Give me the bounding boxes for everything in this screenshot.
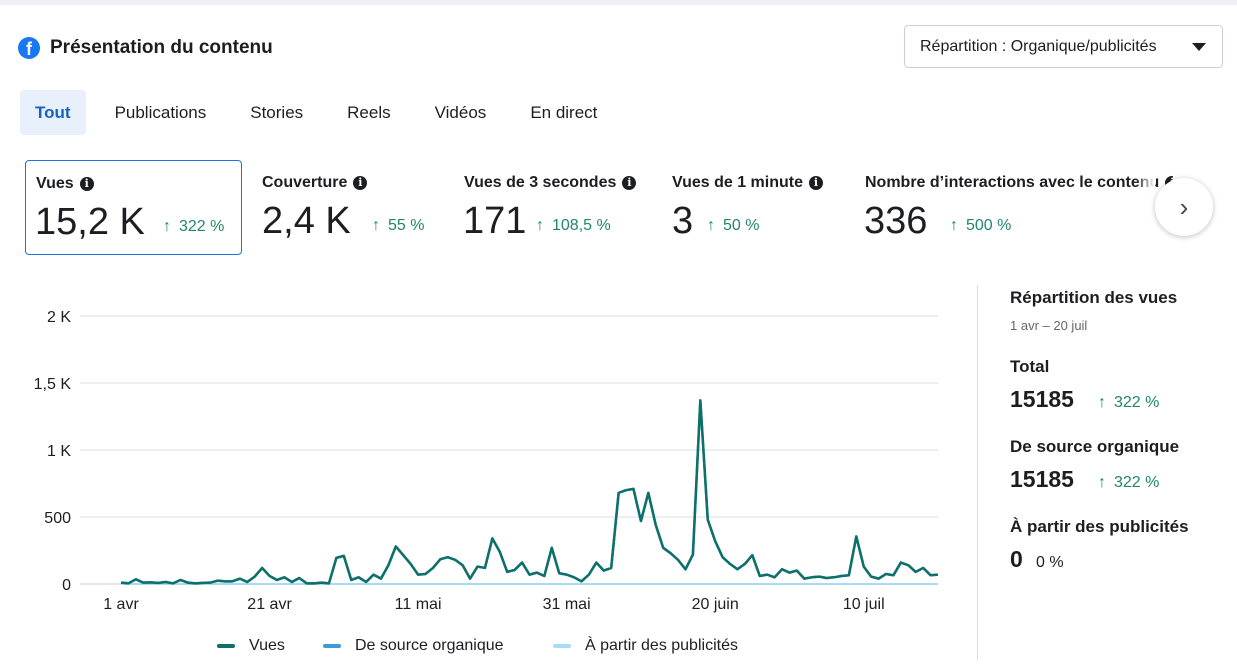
chevron-right-icon: › (1179, 191, 1189, 222)
info-icon[interactable]: i (622, 176, 637, 190)
legend-label: Vues (249, 637, 285, 654)
metric-label: Vues (36, 175, 74, 192)
x-tick-label: 11 mai (395, 596, 442, 613)
x-tick-label: 31 mai (543, 596, 591, 613)
arrow-up-icon: ↑ (1098, 394, 1106, 411)
metric-value: 2,4 K (262, 200, 351, 242)
metric-change: 55 % (388, 217, 425, 234)
y-tick-label: 1,5 K (34, 376, 72, 393)
arrow-up-icon: ↑ (536, 217, 544, 234)
info-icon[interactable]: i (353, 176, 368, 190)
metric-value: 171 (463, 200, 527, 242)
metric-change: 500 % (966, 217, 1012, 234)
total-change: 322 % (1114, 394, 1160, 411)
metric-change: 50 % (723, 217, 760, 234)
legend-swatch (323, 644, 341, 648)
y-tick-label: 1 K (47, 443, 71, 460)
info-icon[interactable]: i (79, 177, 94, 191)
organic-change: 322 % (1114, 474, 1160, 491)
organic-label: De source organique (1010, 437, 1180, 456)
info-icon[interactable]: i (809, 176, 823, 190)
y-tick-label: 500 (44, 510, 71, 527)
metric-value: 336 (864, 200, 928, 242)
top-band (0, 0, 1237, 5)
carousel-fade (1135, 160, 1155, 255)
section-header: f Présentation du contenu (18, 34, 273, 62)
metric-label: Vues de 3 secondes (464, 174, 617, 191)
tab-live[interactable]: En direct (530, 103, 598, 122)
metric-label: Nombre d’interactions avec le contenu (865, 174, 1160, 191)
x-tick-label: 1 avr (103, 596, 139, 613)
page-title: Présentation du contenu (50, 37, 273, 58)
caret-down-icon (1192, 43, 1206, 51)
legend-label: À partir des publicités (585, 637, 738, 654)
ads-label: À partir des publicités (1010, 517, 1189, 536)
tab-all[interactable]: Tout (20, 90, 86, 135)
chart-legend: Vues De source organique À partir des pu… (0, 637, 970, 661)
metric-card-interactions[interactable]: Nombre d’interactions avec le contenui 3… (855, 160, 1175, 255)
content-tabs: Tout Publications Stories Reels Vidéos E… (20, 90, 626, 135)
metric-value: 15,2 K (35, 201, 145, 243)
breakdown-dropdown-label: Répartition : Organique/publicités (920, 37, 1157, 55)
panel-title: Répartition des vues (1010, 288, 1178, 307)
arrow-up-icon: ↑ (163, 218, 171, 235)
tab-reels[interactable]: Reels (347, 103, 391, 122)
metric-label: Couverture (262, 174, 348, 191)
legend-label: De source organique (355, 637, 504, 654)
metric-card-1min-views[interactable]: Vues de 1 minute i 3 ↑ 50 % (662, 160, 852, 255)
metrics-carousel: Vues i 15,2 K ↑ 322 % Couverture i 2,4 K ↑ 5… (25, 160, 1225, 255)
panel-date-range: 1 avr – 20 juil (1010, 318, 1088, 333)
metric-change: 108,5 % (552, 217, 611, 234)
legend-item-ads[interactable]: À partir des publicités (553, 637, 738, 655)
vertical-divider (977, 285, 978, 660)
tab-posts[interactable]: Publications (114, 103, 207, 122)
tab-videos[interactable]: Vidéos (434, 103, 487, 122)
series-line-organic (120, 399, 939, 585)
breakdown-dropdown[interactable]: Répartition : Organique/publicités (904, 25, 1223, 68)
metric-label: Vues de 1 minute (672, 174, 803, 191)
legend-item-views[interactable]: Vues (217, 637, 285, 655)
legend-swatch (217, 644, 235, 648)
arrow-up-icon: ↑ (707, 217, 715, 234)
y-tick-label: 0 (62, 577, 71, 594)
y-tick-label: 2 K (47, 309, 71, 326)
ads-value: 0 (1010, 546, 1023, 572)
x-tick-label: 10 juil (843, 596, 885, 613)
arrow-up-icon: ↑ (372, 217, 380, 234)
x-tick-label: 21 avr (247, 596, 292, 613)
metric-card-reach[interactable]: Couverture i 2,4 K ↑ 55 % (252, 160, 442, 255)
x-tick-label: 20 juin (692, 596, 739, 613)
metric-card-views[interactable]: Vues i 15,2 K ↑ 322 % (25, 160, 242, 255)
total-value: 15185 (1010, 386, 1074, 412)
metric-card-3s-views[interactable]: Vues de 3 secondes i 171 ↑ 108,5 % (454, 160, 654, 255)
views-line-chart: 0 500 1 K 1,5 K 2 K 1 avr 21 avr 11 mai 31 mai 20… (34, 309, 939, 613)
legend-item-organic[interactable]: De source organique (323, 637, 504, 655)
facebook-logo-icon: f (18, 37, 40, 59)
series-line-views (120, 399, 939, 585)
total-label: Total (1010, 357, 1050, 376)
arrow-up-icon: ↑ (1098, 474, 1106, 491)
organic-value: 15185 (1010, 466, 1074, 492)
carousel-next-button[interactable]: › (1155, 178, 1213, 236)
tab-stories[interactable]: Stories (250, 103, 304, 122)
ads-change: 0 % (1036, 554, 1064, 571)
arrow-up-icon: ↑ (950, 217, 958, 234)
metric-value: 3 (672, 200, 694, 242)
metric-change: 322 % (179, 218, 225, 235)
legend-swatch (553, 644, 571, 648)
